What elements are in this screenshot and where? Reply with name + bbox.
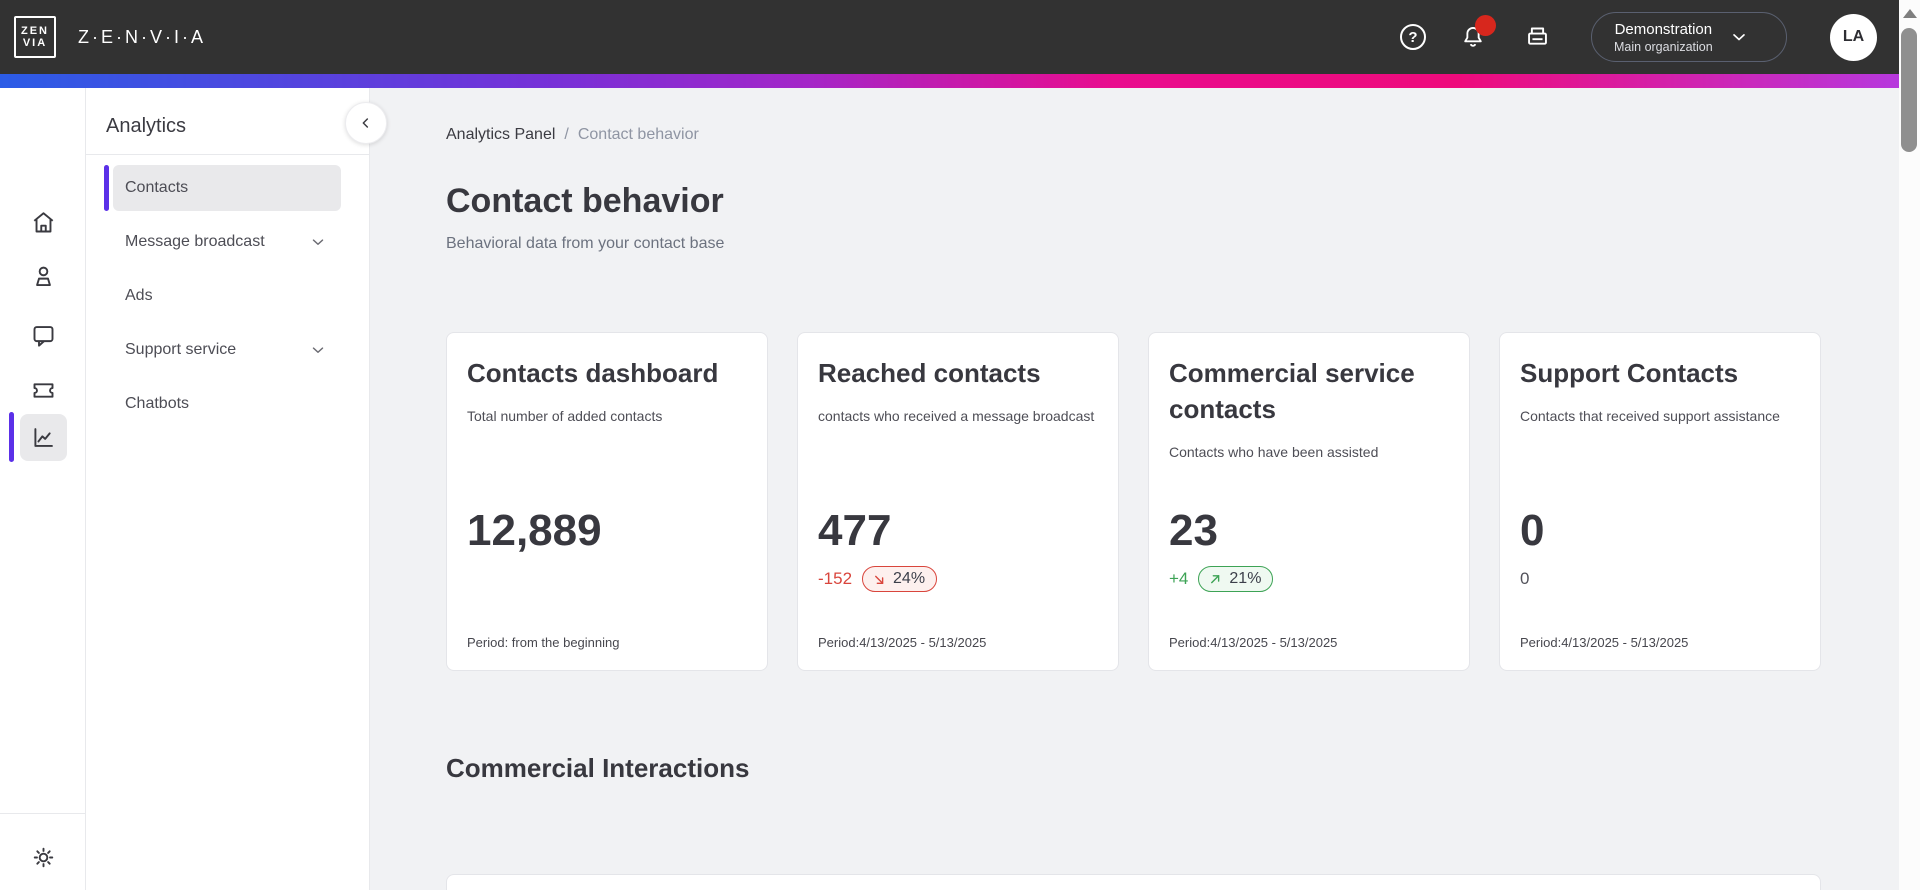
sidebar-divider	[86, 154, 369, 155]
org-subtitle: Main organization	[1614, 39, 1713, 54]
icon-rail	[0, 88, 86, 890]
card-title: Commercial service contacts	[1169, 358, 1415, 424]
rail-item-settings[interactable]	[20, 834, 67, 881]
zenvia-wordmark: Z·E·N·V·I·A	[78, 26, 206, 47]
page-subtitle: Behavioral data from your contact base	[446, 235, 725, 252]
breadcrumb-parent[interactable]: Analytics Panel	[446, 126, 556, 143]
settings-gear-icon	[33, 847, 54, 868]
card-delta-row: -152 24%	[818, 565, 938, 593]
contacts-icon	[36, 266, 51, 287]
top-bar: ZEN VIA Z·E·N·V·I·A Demonstration	[0, 0, 1920, 74]
sidebar-item-contacts[interactable]: Contacts	[104, 165, 341, 211]
org-switcher-labels: Demonstration Main organization	[1614, 20, 1713, 55]
card-period: Period:4/13/2025 - 5/13/2025	[1520, 635, 1689, 650]
chevron-down-icon	[309, 341, 327, 359]
card-delta-row: +4 21%	[1169, 565, 1274, 593]
card-title: Support Contacts	[1520, 358, 1739, 388]
chevron-left-icon	[362, 118, 369, 128]
main-content: Analytics Panel / Contact behavior Conta…	[370, 88, 1899, 890]
breadcrumb-current: Contact behavior	[577, 126, 699, 143]
sidebar: Analytics Contacts Message broadcast Ads…	[86, 88, 387, 890]
card-value: 0	[1520, 506, 1545, 555]
card-delta: -152	[818, 569, 853, 588]
section-title-commercial-interactions: Commercial Interactions	[446, 753, 750, 783]
scrollbar[interactable]	[1899, 0, 1920, 890]
card-value: 477	[818, 506, 892, 555]
card-description: contacts who received a message broadcas…	[818, 408, 1095, 424]
breadcrumb-separator: /	[564, 126, 569, 143]
scroll-up-arrow[interactable]	[1903, 9, 1917, 18]
sidebar-item-label: Contacts	[125, 179, 189, 196]
metric-card-reached-contacts: Reached contacts contacts who received a…	[797, 332, 1119, 671]
card-delta: +4	[1169, 569, 1189, 588]
trend-badge: 24%	[862, 566, 938, 592]
sidebar-item-chatbots[interactable]: Chatbots	[113, 381, 341, 427]
commercial-interactions-panel	[446, 874, 1821, 890]
rail-item-analytics[interactable]	[20, 414, 67, 461]
breadcrumb: Analytics Panel / Contact behavior	[446, 125, 1821, 145]
sidebar-collapse-button[interactable]	[345, 102, 387, 144]
sidebar-item-label: Support service	[125, 341, 237, 358]
metric-card-support-contacts: Support Contacts Contacts that received …	[1499, 332, 1821, 671]
rail-item-home[interactable]	[20, 199, 67, 246]
chevron-down-icon	[1729, 27, 1749, 47]
rail-item-conversations[interactable]	[20, 312, 67, 359]
card-description: Contacts that received support assistanc…	[1520, 408, 1780, 424]
metric-cards-row: Contacts dashboard Total number of added…	[446, 332, 1821, 671]
sidebar-item-support-service[interactable]: Support service	[113, 327, 341, 373]
org-name: Demonstration	[1614, 20, 1713, 38]
trend-percent: 24%	[893, 570, 926, 587]
logo-text-bottom: VIA	[22, 37, 48, 49]
sidebar-item-ads[interactable]: Ads	[113, 273, 341, 319]
trend-down-icon	[875, 575, 884, 584]
chevron-down-icon	[309, 233, 327, 251]
home-icon	[33, 212, 54, 233]
card-value: 23	[1169, 506, 1218, 555]
sidebar-item-message-broadcast[interactable]: Message broadcast	[113, 219, 341, 265]
rail-item-contacts[interactable]	[20, 253, 67, 300]
card-value: 12,889	[467, 506, 602, 555]
card-delta-row: 0	[1520, 565, 1529, 593]
sidebar-item-label: Chatbots	[125, 395, 190, 412]
org-switcher[interactable]: Demonstration Main organization	[1591, 12, 1787, 62]
card-description: Total number of added contacts	[467, 408, 663, 424]
trend-up-icon	[1211, 574, 1220, 583]
brand-gradient-bar	[0, 74, 1920, 88]
chat-icon	[33, 326, 54, 347]
printer-icon[interactable]	[1524, 24, 1551, 51]
notification-dot	[1475, 15, 1496, 36]
card-period: Period: from the beginning	[467, 635, 620, 650]
help-icon[interactable]	[1400, 24, 1426, 50]
sidebar-title: Analytics	[106, 115, 187, 137]
trend-badge: 21%	[1198, 566, 1274, 592]
avatar[interactable]: LA	[1830, 13, 1877, 61]
card-description: Contacts who have been assisted	[1169, 444, 1379, 460]
rail-divider	[0, 813, 86, 814]
scrollbar-thumb[interactable]	[1901, 28, 1917, 152]
trend-percent: 21%	[1229, 570, 1262, 587]
card-title: Reached contacts	[818, 358, 1041, 388]
metric-card-commercial-service-contacts: Commercial service contacts Contacts who…	[1148, 332, 1470, 671]
rail-item-tickets[interactable]	[20, 367, 67, 414]
zenvia-logo-icon: ZEN VIA	[14, 16, 56, 58]
sidebar-menu: Contacts Message broadcast Ads Support s…	[86, 165, 369, 427]
sidebar-item-label: Ads	[125, 287, 153, 304]
avatar-initials: LA	[1842, 28, 1865, 45]
top-bar-actions: Demonstration Main organization LA	[1400, 0, 1877, 74]
analytics-icon	[34, 428, 53, 447]
sidebar-item-label: Message broadcast	[125, 233, 265, 250]
card-period: Period:4/13/2025 - 5/13/2025	[1169, 635, 1338, 650]
rail-active-indicator	[9, 412, 14, 462]
page-title: Contact behavior	[446, 182, 724, 220]
card-delta: 0	[1520, 569, 1530, 588]
card-title: Contacts dashboard	[467, 358, 719, 388]
metric-card-contacts-dashboard: Contacts dashboard Total number of added…	[446, 332, 768, 671]
zenvia-logo[interactable]: ZEN VIA Z·E·N·V·I·A	[14, 16, 206, 58]
logo-text-top: ZEN	[21, 25, 49, 37]
card-period: Period:4/13/2025 - 5/13/2025	[818, 635, 987, 650]
ticket-icon	[33, 383, 54, 398]
bell-icon[interactable]	[1460, 15, 1496, 50]
